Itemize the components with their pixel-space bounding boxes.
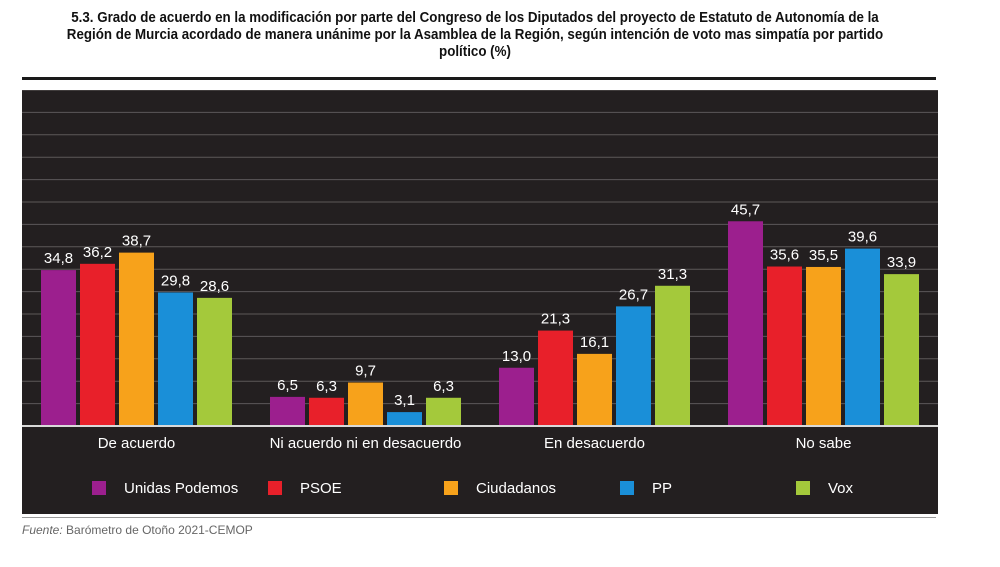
bar [270, 396, 305, 426]
bar [577, 353, 612, 426]
bar [767, 266, 802, 426]
data-label: 33,9 [887, 254, 916, 271]
bar [655, 285, 690, 426]
data-label: 16,1 [580, 334, 609, 351]
bar [119, 252, 154, 426]
bars [41, 221, 919, 426]
bar [41, 270, 76, 426]
bar [845, 248, 880, 426]
data-label: 28,6 [200, 278, 229, 295]
bar [538, 330, 573, 426]
value-labels: 34,8 36,2 38,7 29,8 28,6 6,5 6,3 9,7 3,1 6,3 13,0 2… [44, 201, 916, 409]
data-label: 45,7 [731, 201, 760, 218]
legend-label: Ciudadanos [476, 480, 556, 497]
data-label: 31,3 [658, 266, 687, 283]
data-label: 29,8 [161, 272, 190, 289]
data-label: 35,5 [809, 247, 838, 264]
bar-chart: 34,8 36,2 38,7 29,8 28,6 6,5 6,3 9,7 3,1 6,3 13,0 2… [22, 90, 938, 514]
source-label: Fuente: [22, 523, 63, 537]
data-label: 6,3 [433, 378, 454, 395]
data-label: 26,7 [619, 286, 648, 303]
legend-swatch [268, 481, 282, 495]
legend-label: Vox [828, 480, 854, 497]
data-label: 38,7 [122, 233, 151, 250]
bar [728, 221, 763, 426]
legend: Unidas Podemos PSOE Ciudadanos PP Vox [92, 480, 854, 497]
chart-title: 5.3. Grado de acuerdo en la modificación… [66, 10, 884, 60]
bar [158, 292, 193, 426]
data-label: 9,7 [355, 363, 376, 380]
data-label: 36,2 [83, 244, 112, 261]
legend-swatch [620, 481, 634, 495]
legend-swatch [444, 481, 458, 495]
footer-divider [22, 517, 936, 518]
bar [426, 397, 461, 426]
source-note: Fuente: Barómetro de Otoño 2021-CEMOP [22, 523, 253, 537]
data-label: 6,5 [277, 377, 298, 394]
bar [499, 367, 534, 426]
data-label: 3,1 [394, 392, 415, 409]
bar [387, 412, 422, 426]
category-label: No sabe [796, 435, 852, 452]
legend-label: PSOE [300, 480, 342, 497]
bar [309, 397, 344, 426]
data-label: 6,3 [316, 378, 337, 395]
category-label: De acuerdo [98, 435, 176, 452]
legend-swatch [796, 481, 810, 495]
category-labels: De acuerdo Ni acuerdo ni en desacuerdo En … [98, 435, 852, 452]
source-text: Barómetro de Otoño 2021-CEMOP [66, 523, 253, 537]
data-label: 13,0 [502, 348, 531, 365]
bar [197, 297, 232, 426]
bar [616, 306, 651, 426]
data-label: 39,6 [848, 229, 877, 246]
data-label: 34,8 [44, 250, 73, 267]
category-label: En desacuerdo [544, 435, 645, 452]
legend-label: Unidas Podemos [124, 480, 238, 497]
data-label: 35,6 [770, 247, 799, 264]
category-label: Ni acuerdo ni en desacuerdo [270, 435, 462, 452]
bar [806, 266, 841, 426]
bar [884, 274, 919, 426]
bar [80, 263, 115, 426]
legend-swatch [92, 481, 106, 495]
title-divider [22, 77, 936, 80]
legend-label: PP [652, 480, 672, 497]
data-label: 21,3 [541, 311, 570, 328]
bar [348, 382, 383, 426]
